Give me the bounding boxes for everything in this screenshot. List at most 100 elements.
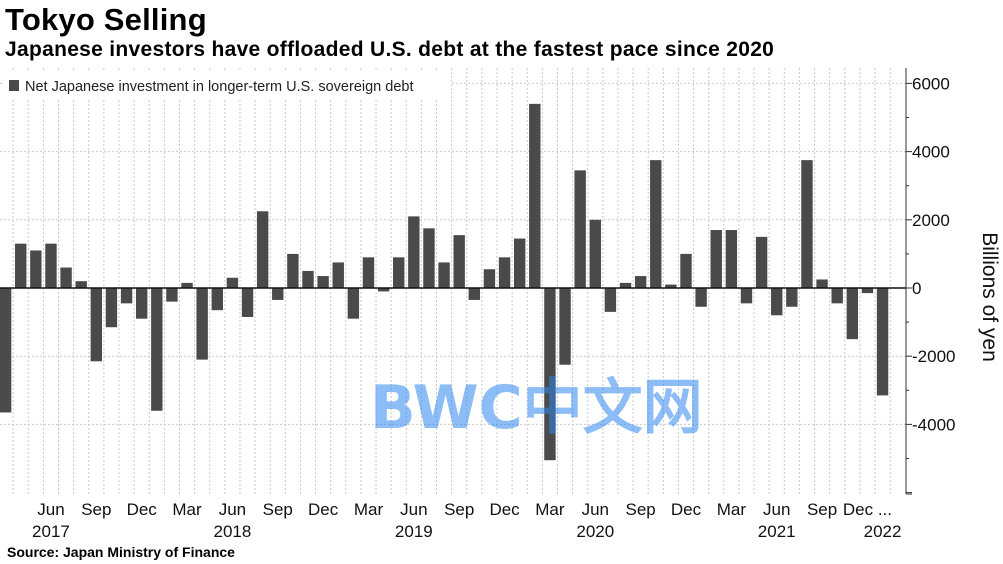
x-tick-label: Mar [172, 500, 202, 519]
bar [680, 253, 692, 288]
bar [362, 257, 375, 288]
bar [408, 216, 420, 288]
x-axis: Jun Sep Dec Mar Jun Sep Dec Mar Jun Sep Dec Mar Jun S… [32, 500, 901, 540]
bar [423, 228, 435, 288]
bar [438, 262, 450, 288]
bar [574, 170, 586, 288]
bar [241, 288, 254, 317]
bar [861, 288, 874, 294]
bar [483, 269, 496, 288]
bar [105, 288, 118, 328]
legend-label: Net Japanese investment in longer-term U… [25, 79, 413, 95]
bar [755, 236, 768, 288]
bar [589, 219, 601, 288]
x-tick-label: Mar [535, 500, 565, 519]
bar [604, 288, 617, 312]
bar [876, 288, 889, 396]
x-tick-label: Dec [489, 500, 520, 519]
legend: Net Japanese investment in longer-term U… [2, 72, 450, 100]
y-tick-label: 6000 [912, 74, 950, 93]
x-tick-label: Dec [308, 500, 339, 519]
watermark: BWC中文网 [370, 373, 703, 443]
bar [695, 288, 707, 307]
x-year-label: 2018 [213, 522, 251, 540]
x-year-label: 2019 [395, 522, 433, 540]
bar [529, 103, 541, 288]
x-tick-label: Jun [400, 500, 427, 519]
bar [771, 288, 783, 316]
bar [256, 211, 269, 288]
bar [393, 257, 405, 288]
y-axis: 6000 4000 2000 0 -2000 -4000 [905, 68, 955, 495]
bar [211, 288, 223, 311]
bars [0, 103, 889, 461]
x-tick-label: Dec ... [843, 500, 892, 519]
y-tick-label: -2000 [912, 347, 955, 366]
bar [272, 288, 284, 300]
bar [332, 262, 344, 288]
bar [801, 160, 813, 288]
bar [846, 288, 859, 340]
x-year-label: 2020 [576, 522, 614, 540]
bar [75, 281, 87, 288]
y-tick-label: 4000 [912, 143, 950, 162]
x-tick-label: Mar [354, 500, 384, 519]
bar [498, 257, 511, 288]
x-tick-label: Jun [763, 500, 790, 519]
bar [166, 288, 178, 302]
x-tick-label: Jun [219, 500, 246, 519]
bar [287, 253, 299, 288]
x-tick-label: Sep [807, 500, 837, 519]
bar [15, 243, 27, 288]
bar [816, 279, 828, 288]
x-tick-label: Jun [582, 500, 609, 519]
x-tick-label: Mar [717, 500, 747, 519]
bar [665, 284, 677, 288]
x-tick-label: Dec [671, 500, 702, 519]
bar [135, 288, 148, 319]
y-tick-label: -4000 [912, 415, 955, 434]
bar [377, 288, 390, 292]
bar [151, 288, 163, 411]
legend-background [2, 72, 450, 100]
source-note: Source: Japan Ministry of Finance [7, 544, 235, 560]
grid-lines [0, 68, 906, 494]
y-axis-label: Billions of yen [978, 232, 1001, 362]
bar [120, 288, 133, 304]
bar [45, 243, 57, 288]
bar [740, 288, 753, 304]
x-tick-label: Sep [81, 500, 111, 519]
bar-chart: 6000 4000 2000 0 -2000 -4000 Jun Sep Dec Mar Jun S… [0, 68, 1001, 540]
bar [302, 270, 314, 288]
x-tick-label: Sep [444, 500, 474, 519]
bar [513, 238, 526, 288]
x-tick-label: Sep [626, 500, 656, 519]
x-year-label: 2022 [864, 522, 902, 540]
bar [90, 288, 103, 362]
bar [317, 276, 329, 288]
bar [559, 288, 571, 365]
x-year-label: 2021 [758, 522, 796, 540]
chart-title: Tokyo Selling [5, 2, 207, 37]
x-year-label: 2017 [32, 522, 70, 540]
y-tick-label: 2000 [912, 211, 950, 230]
x-tick-label: Dec [127, 500, 158, 519]
legend-swatch [9, 80, 19, 91]
bar [544, 288, 556, 461]
bar [468, 288, 481, 300]
bar [650, 160, 662, 288]
bar [831, 288, 843, 304]
bar [347, 288, 360, 319]
bar [710, 230, 722, 288]
y-tick-label: 0 [912, 279, 921, 298]
bar [60, 267, 72, 288]
bar [0, 288, 12, 413]
bar [619, 282, 632, 288]
x-tick-label: Sep [263, 500, 293, 519]
bar [226, 277, 239, 288]
bar [786, 288, 798, 307]
bar [725, 230, 738, 288]
bar [634, 276, 647, 288]
bar [196, 288, 208, 360]
bar [453, 235, 465, 288]
